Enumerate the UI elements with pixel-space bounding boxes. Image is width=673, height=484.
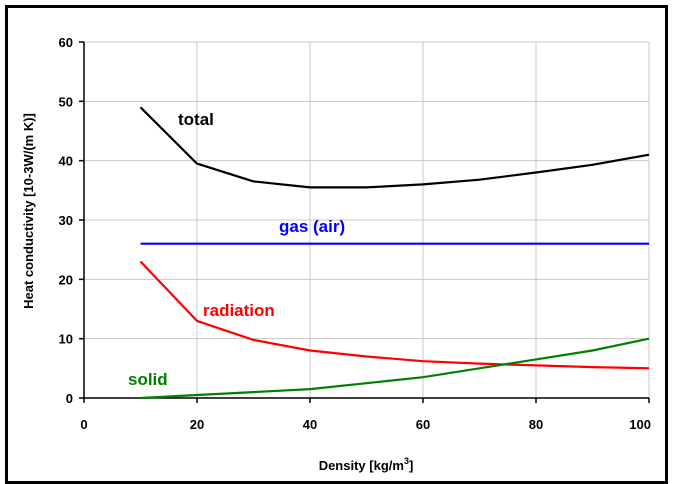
x-axis-label-suffix: ]: [409, 458, 413, 473]
series-labels: total gas (air) radiation solid: [128, 110, 345, 389]
series-label-solid: solid: [128, 370, 168, 389]
series-lines: [141, 107, 650, 398]
x-tick-label: 100: [629, 417, 651, 432]
y-tick-label: 30: [59, 213, 73, 228]
y-tick-label: 40: [59, 154, 73, 169]
axes: [79, 42, 649, 403]
x-tick-label: 20: [190, 417, 204, 432]
y-tick-label: 0: [66, 391, 73, 406]
y-tick-label: 20: [59, 272, 73, 287]
grid: [84, 42, 649, 398]
y-tick-label: 10: [59, 332, 73, 347]
y-tick-label: 60: [59, 35, 73, 50]
series-label-radiation: radiation: [203, 301, 275, 320]
series-label-gas-air: gas (air): [279, 217, 345, 236]
series-line-total: [141, 107, 650, 187]
x-tick-label: 60: [416, 417, 430, 432]
y-axis-label: Heat conductivity [10-3W/(m K)]: [21, 113, 36, 309]
series-line-solid: [141, 339, 650, 398]
x-tick-label: 40: [303, 417, 317, 432]
y-tick-label: 50: [59, 94, 73, 109]
series-label-total: total: [178, 110, 214, 129]
x-axis-label-text: Density [kg/m: [319, 458, 404, 473]
x-tick-label: 0: [80, 417, 87, 432]
x-axis-label: Density [kg/m3]: [319, 456, 414, 473]
x-tick-label: 80: [529, 417, 543, 432]
